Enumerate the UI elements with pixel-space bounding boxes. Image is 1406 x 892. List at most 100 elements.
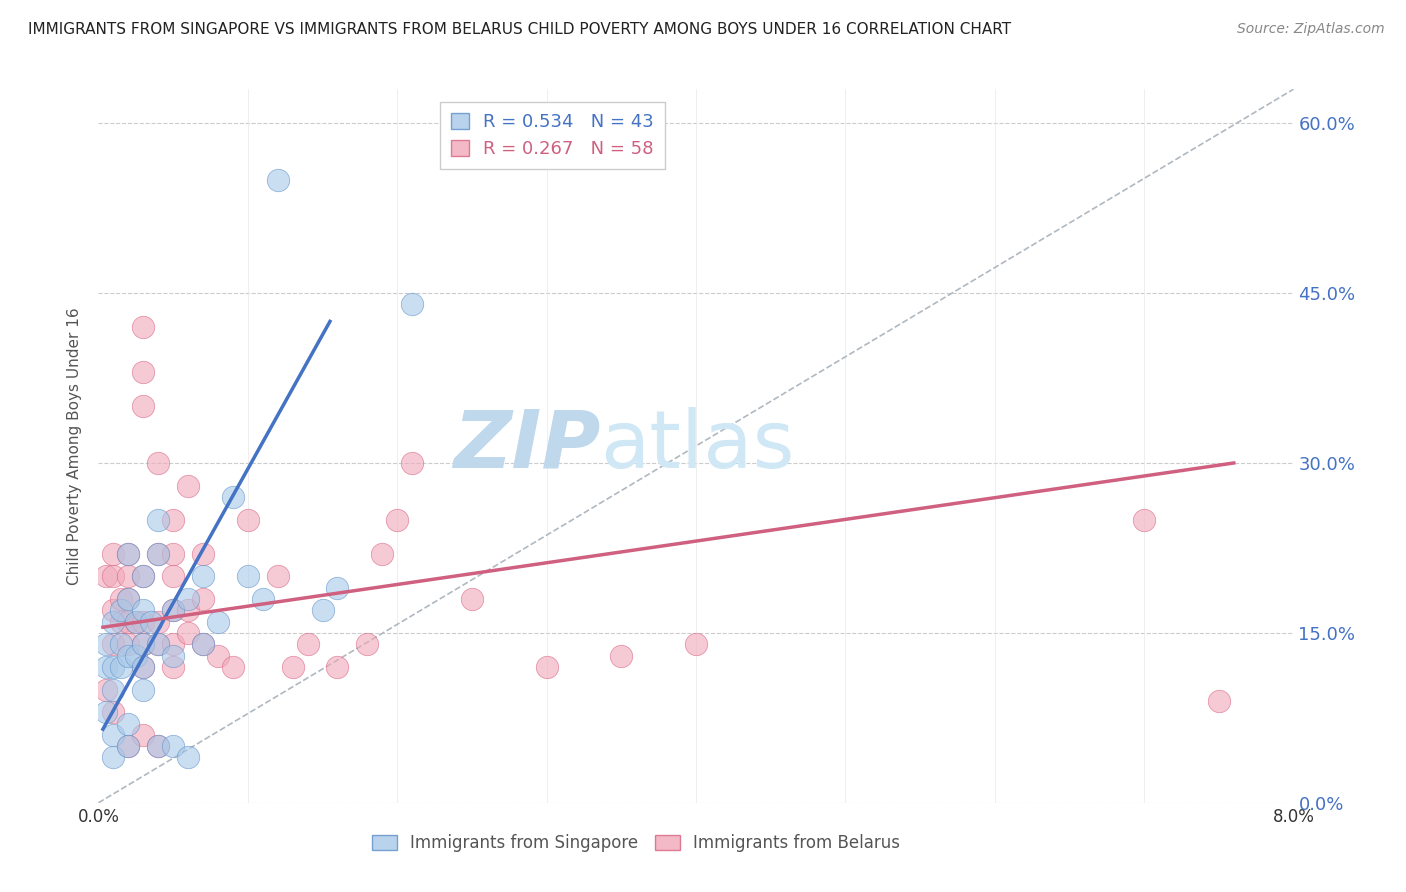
Point <box>103 603 125 617</box>
Point <box>685 637 707 651</box>
Point <box>110 637 132 651</box>
Point <box>401 456 423 470</box>
Point <box>148 637 170 651</box>
Point <box>117 591 139 606</box>
Point <box>191 569 214 583</box>
Point <box>252 591 274 606</box>
Point <box>132 320 155 334</box>
Point <box>132 569 155 583</box>
Point <box>117 739 139 754</box>
Point <box>132 400 155 414</box>
Point <box>1133 513 1156 527</box>
Point <box>117 716 139 731</box>
Point <box>148 739 170 754</box>
Point <box>94 705 117 719</box>
Point <box>125 615 148 629</box>
Point <box>177 591 200 606</box>
Point <box>311 603 333 617</box>
Point <box>132 569 155 583</box>
Point <box>191 637 214 651</box>
Point <box>94 569 117 583</box>
Point <box>536 660 558 674</box>
Point <box>236 513 259 527</box>
Point <box>132 660 155 674</box>
Point <box>110 615 132 629</box>
Point <box>117 547 139 561</box>
Point <box>177 478 200 492</box>
Point <box>610 648 633 663</box>
Point <box>117 591 139 606</box>
Point <box>103 682 125 697</box>
Text: ZIP: ZIP <box>453 407 600 485</box>
Point <box>385 513 409 527</box>
Point <box>117 547 139 561</box>
Point <box>162 547 184 561</box>
Point <box>162 603 184 617</box>
Point <box>207 615 229 629</box>
Point <box>207 648 229 663</box>
Point <box>461 591 484 606</box>
Point <box>132 682 155 697</box>
Point <box>297 637 319 651</box>
Point <box>148 615 170 629</box>
Point <box>103 637 125 651</box>
Y-axis label: Child Poverty Among Boys Under 16: Child Poverty Among Boys Under 16 <box>67 307 83 585</box>
Point <box>162 513 184 527</box>
Point <box>110 603 132 617</box>
Point <box>117 569 139 583</box>
Point <box>326 581 349 595</box>
Point <box>132 728 155 742</box>
Point <box>401 297 423 311</box>
Point <box>148 456 170 470</box>
Point <box>148 547 170 561</box>
Point <box>356 637 378 651</box>
Point <box>148 513 170 527</box>
Point <box>236 569 259 583</box>
Point <box>162 569 184 583</box>
Point <box>148 547 170 561</box>
Point <box>103 705 125 719</box>
Point <box>267 569 290 583</box>
Point <box>148 637 170 651</box>
Point <box>191 637 214 651</box>
Point <box>103 728 125 742</box>
Point <box>94 660 117 674</box>
Point <box>132 637 155 651</box>
Point <box>162 603 184 617</box>
Point <box>94 682 117 697</box>
Point <box>139 615 162 629</box>
Point <box>110 591 132 606</box>
Point <box>117 637 139 651</box>
Point <box>117 648 139 663</box>
Point <box>132 637 155 651</box>
Point <box>103 547 125 561</box>
Point <box>110 660 132 674</box>
Point <box>326 660 349 674</box>
Point <box>103 569 125 583</box>
Point <box>117 615 139 629</box>
Point <box>162 637 184 651</box>
Point <box>162 739 184 754</box>
Point <box>371 547 394 561</box>
Point <box>125 615 148 629</box>
Point <box>103 750 125 764</box>
Point <box>267 173 290 187</box>
Point <box>222 490 245 504</box>
Text: atlas: atlas <box>600 407 794 485</box>
Point <box>191 547 214 561</box>
Point <box>132 615 155 629</box>
Point <box>103 660 125 674</box>
Point <box>125 648 148 663</box>
Text: Source: ZipAtlas.com: Source: ZipAtlas.com <box>1237 22 1385 37</box>
Point <box>191 591 214 606</box>
Point <box>222 660 245 674</box>
Point <box>177 603 200 617</box>
Point <box>148 739 170 754</box>
Text: IMMIGRANTS FROM SINGAPORE VS IMMIGRANTS FROM BELARUS CHILD POVERTY AMONG BOYS UN: IMMIGRANTS FROM SINGAPORE VS IMMIGRANTS … <box>28 22 1011 37</box>
Point <box>177 626 200 640</box>
Point <box>132 603 155 617</box>
Point <box>132 660 155 674</box>
Point <box>281 660 304 674</box>
Point <box>94 637 117 651</box>
Point <box>117 739 139 754</box>
